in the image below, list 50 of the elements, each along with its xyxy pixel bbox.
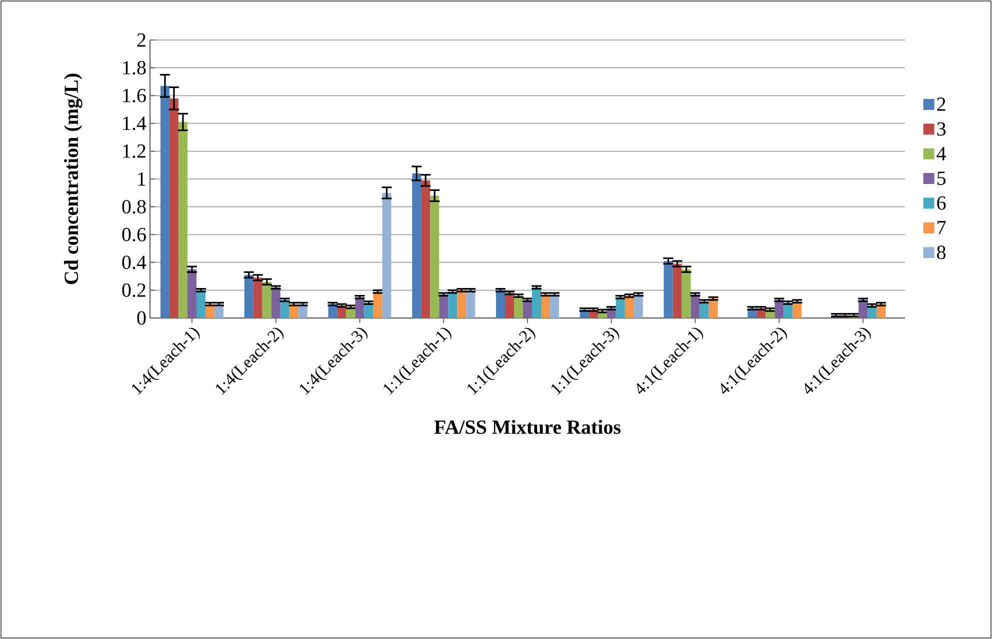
bar	[541, 294, 550, 318]
y-tick-label: 0.2	[122, 283, 146, 297]
bar	[160, 86, 170, 318]
y-tick-label: 1.2	[123, 144, 146, 158]
bar	[624, 296, 634, 318]
bar	[505, 292, 514, 318]
y-tick-label: 1.6	[123, 88, 146, 102]
bar	[550, 294, 560, 318]
bar	[439, 294, 448, 318]
y-tick-label: 0	[137, 311, 146, 325]
bar	[271, 287, 280, 318]
bar	[187, 269, 196, 318]
bar	[412, 173, 422, 318]
bar	[373, 292, 382, 318]
legend-label: 3	[937, 122, 946, 136]
legend-label: 5	[937, 172, 946, 185]
legend-label: 6	[937, 196, 946, 210]
bar	[421, 180, 430, 318]
bar	[253, 278, 262, 318]
bar	[690, 294, 700, 318]
bar	[262, 282, 272, 318]
bar	[196, 290, 206, 318]
bar	[466, 290, 476, 318]
y-tick-label: 1.4	[123, 116, 146, 130]
legend-label: 2	[937, 98, 946, 111]
bar	[448, 292, 458, 318]
y-tick-label: 2	[137, 33, 146, 47]
bar	[457, 290, 466, 318]
x-axis-title: FA/SS Mixture Ratios	[434, 420, 621, 434]
bar	[672, 264, 682, 318]
bar	[532, 287, 542, 318]
y-tick-label: 1.8	[123, 61, 146, 75]
bar	[169, 98, 178, 318]
bar	[634, 294, 643, 318]
y-tick-label: 0.6	[122, 228, 146, 242]
bar	[382, 192, 392, 318]
bar	[178, 122, 188, 318]
y-tick-label: 1	[138, 172, 146, 186]
bar	[430, 196, 440, 318]
y-tick-label: 0.4	[122, 256, 146, 270]
bar	[664, 260, 673, 318]
legend-label: 7	[938, 221, 946, 234]
legend-label: 8	[937, 246, 946, 260]
bar	[514, 296, 524, 318]
bar	[244, 274, 254, 318]
legend-label: 4	[936, 147, 946, 160]
y-axis-title: Cd concentration (mg/L)	[64, 74, 82, 284]
bar	[682, 269, 691, 318]
y-tick-label: 0.8	[122, 200, 146, 214]
bar	[496, 290, 506, 318]
